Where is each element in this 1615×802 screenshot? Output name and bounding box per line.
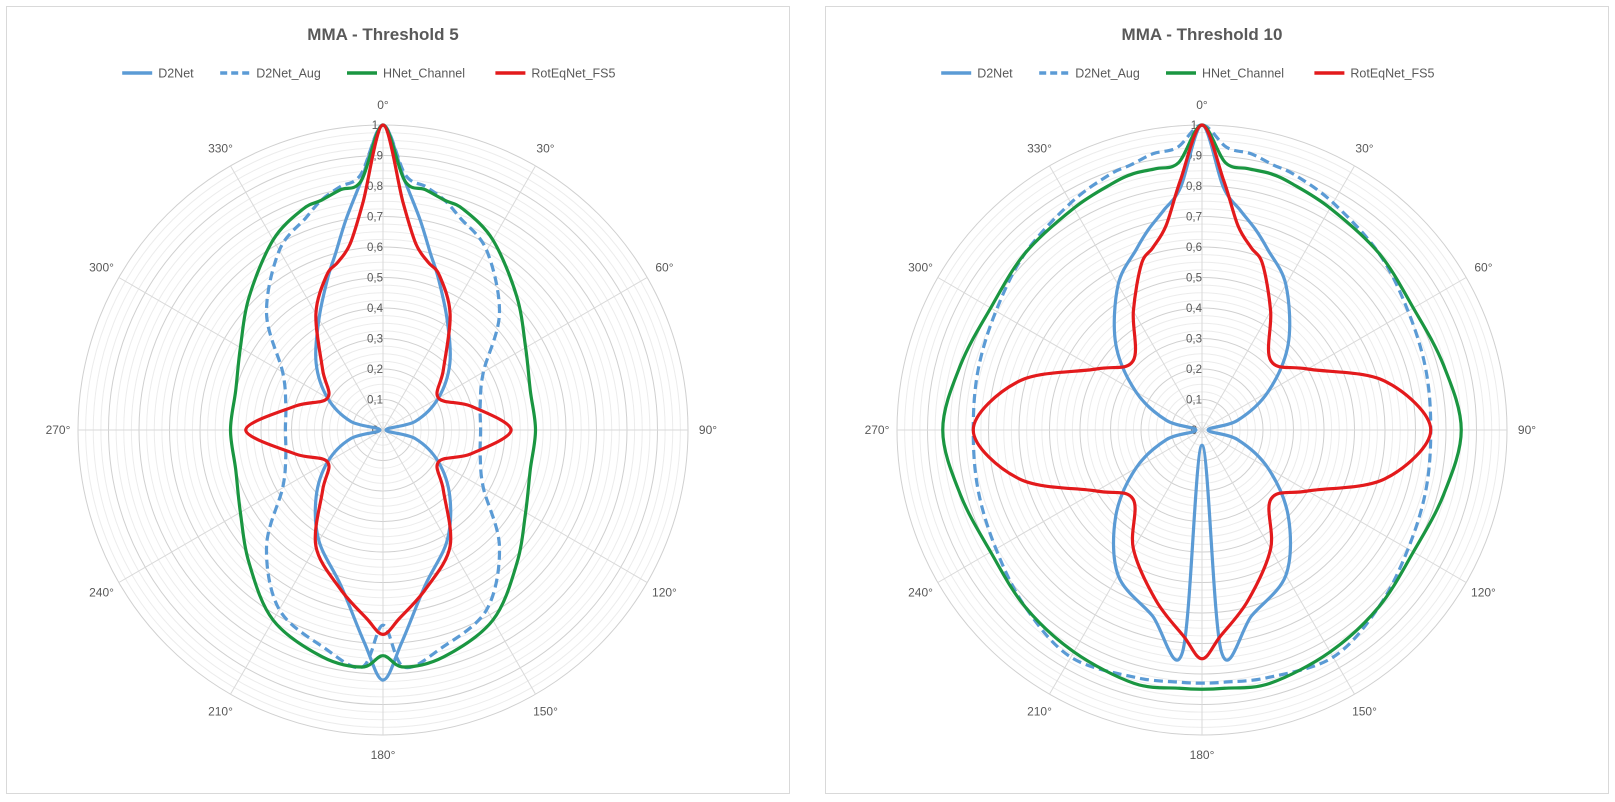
legend-label: D2Net_Aug bbox=[1075, 67, 1140, 81]
radial-tick-label: 0,4 bbox=[367, 303, 384, 315]
polar-chart-svg: MMA - Threshold 10 0° 30° 60° 90° 120° 150° 18… bbox=[865, 25, 1537, 762]
grid-spoke bbox=[1201, 165, 1355, 431]
angle-label: 180° bbox=[371, 748, 396, 762]
legend-item: RotEqNet_FS5 bbox=[1314, 67, 1435, 81]
radial-tick-label: 1 bbox=[372, 120, 378, 132]
chart-title: MMA - Threshold 10 bbox=[1122, 25, 1283, 44]
legend-item: D2Net_Aug bbox=[220, 67, 321, 81]
legend-label: D2Net bbox=[158, 67, 194, 81]
angle-label: 210° bbox=[208, 704, 233, 718]
angle-label: 60° bbox=[1474, 261, 1492, 275]
angle-label: 90° bbox=[699, 423, 717, 437]
angle-label: 120° bbox=[652, 586, 677, 600]
grid-spoke bbox=[1049, 429, 1203, 695]
angle-label: 240° bbox=[908, 586, 933, 600]
chart-panel-mma-threshold-10: MMA - Threshold 10 0° 30° 60° 90° 120° 150° 18… bbox=[825, 6, 1609, 794]
radial-tick-label: 0,4 bbox=[1186, 303, 1203, 315]
grid-spoke bbox=[118, 277, 384, 431]
angle-label: 30° bbox=[1355, 142, 1373, 156]
radial-tick-label: 0,8 bbox=[367, 181, 383, 193]
polar-grid bbox=[77, 124, 689, 736]
angle-label: 270° bbox=[46, 423, 71, 437]
polar-chart-svg: MMA - Threshold 5 0° 30° 60° 90° 120° 150° 180… bbox=[46, 25, 718, 762]
radial-tick-label: 0,3 bbox=[367, 334, 383, 346]
angle-label: 150° bbox=[533, 704, 558, 718]
radial-tick-label: 0,7 bbox=[1186, 212, 1202, 224]
radial-tick-label: 0,6 bbox=[1186, 242, 1202, 254]
grid-spoke bbox=[937, 429, 1203, 583]
series-line-roteqnet-fs5 bbox=[244, 123, 513, 636]
radial-tick-label: 0,6 bbox=[367, 242, 383, 254]
legend-label: D2Net bbox=[977, 67, 1013, 81]
legend-label: HNet_Channel bbox=[1202, 67, 1284, 81]
legend-item: D2Net_Aug bbox=[1039, 67, 1140, 81]
angle-label: 300° bbox=[89, 261, 114, 275]
grid-spoke bbox=[382, 165, 536, 431]
chart-panel-mma-threshold-5: MMA - Threshold 5 0° 30° 60° 90° 120° 150° 180… bbox=[6, 6, 790, 794]
grid-spoke bbox=[1201, 429, 1355, 695]
grid-spoke bbox=[1049, 165, 1203, 431]
radial-tick-label: 0,3 bbox=[1186, 334, 1202, 346]
radial-tick-label: 0,8 bbox=[1186, 181, 1202, 193]
series-group bbox=[228, 123, 538, 682]
angle-label: 30° bbox=[536, 142, 554, 156]
grid-spoke bbox=[382, 277, 648, 431]
grid-spoke bbox=[230, 165, 384, 431]
angle-label: 330° bbox=[1027, 142, 1052, 156]
angle-label: 120° bbox=[1471, 586, 1496, 600]
angle-label: 240° bbox=[89, 586, 114, 600]
chart-title: MMA - Threshold 5 bbox=[307, 25, 458, 44]
radial-tick-label: 1 bbox=[1191, 120, 1197, 132]
radial-tick-label: 0,5 bbox=[367, 273, 383, 285]
radial-tick-label: 0,7 bbox=[367, 212, 383, 224]
legend-item: HNet_Channel bbox=[347, 67, 465, 81]
legend-label: RotEqNet_FS5 bbox=[1350, 67, 1434, 81]
grid-spoke bbox=[937, 277, 1203, 431]
radial-tick-label: 0,2 bbox=[1186, 364, 1202, 376]
angle-label: 60° bbox=[655, 261, 673, 275]
legend-item: RotEqNet_FS5 bbox=[495, 67, 616, 81]
angle-label: 0° bbox=[377, 98, 389, 112]
angle-label: 0° bbox=[1196, 98, 1208, 112]
series-line-hnet-channel bbox=[228, 123, 538, 669]
series-line-d2net-aug bbox=[971, 123, 1433, 685]
legend-label: HNet_Channel bbox=[383, 67, 465, 81]
legend-label: RotEqNet_FS5 bbox=[531, 67, 615, 81]
grid-spoke bbox=[382, 429, 536, 695]
series-group bbox=[941, 123, 1463, 691]
legend: D2Net D2Net_Aug HNet_Channel RotEqNet_FS5 bbox=[122, 67, 616, 81]
angle-label: 180° bbox=[1190, 748, 1215, 762]
series-line-roteqnet-fs5 bbox=[971, 123, 1433, 661]
legend-item: D2Net bbox=[122, 67, 194, 81]
grid-spoke bbox=[118, 429, 384, 583]
grid-spoke bbox=[1201, 277, 1467, 431]
angle-label: 300° bbox=[908, 261, 933, 275]
radial-tick-label: 0,5 bbox=[1186, 273, 1202, 285]
grid-spoke bbox=[230, 429, 384, 695]
polar-grid bbox=[896, 124, 1508, 736]
series-line-d2net-aug bbox=[264, 123, 502, 670]
grid-spoke bbox=[1201, 429, 1467, 583]
series-line-hnet-channel bbox=[941, 123, 1463, 691]
angle-label: 210° bbox=[1027, 704, 1052, 718]
series-line-d2net bbox=[1111, 123, 1293, 662]
angle-label: 270° bbox=[865, 423, 890, 437]
radial-tick-label: 0,1 bbox=[1186, 395, 1202, 407]
angle-label: 90° bbox=[1518, 423, 1536, 437]
angle-label: 150° bbox=[1352, 704, 1377, 718]
angle-label: 330° bbox=[208, 142, 233, 156]
legend-item: D2Net bbox=[941, 67, 1013, 81]
radial-tick-label: 0,1 bbox=[367, 395, 383, 407]
grid-spoke bbox=[382, 429, 648, 583]
legend-item: HNet_Channel bbox=[1166, 67, 1284, 81]
legend: D2Net D2Net_Aug HNet_Channel RotEqNet_FS5 bbox=[941, 67, 1435, 81]
radial-tick-label: 0,2 bbox=[367, 364, 383, 376]
legend-label: D2Net_Aug bbox=[256, 67, 321, 81]
